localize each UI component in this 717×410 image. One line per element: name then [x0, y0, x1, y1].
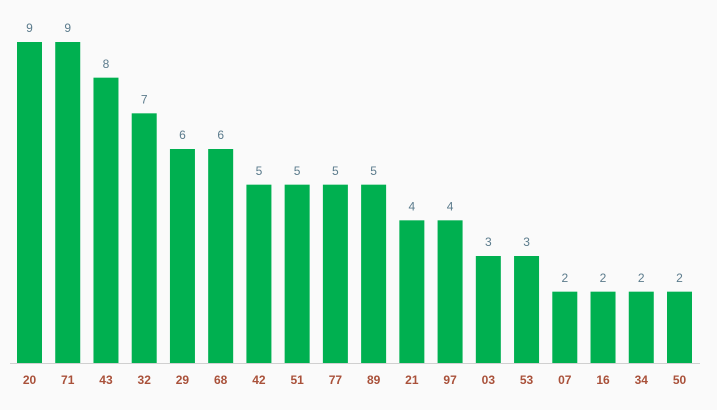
value-label: 6 [217, 128, 224, 142]
bar [246, 184, 272, 363]
value-label: 5 [256, 164, 263, 178]
bar [590, 291, 616, 363]
value-label: 7 [141, 93, 148, 107]
value-label: 9 [26, 21, 33, 35]
bar [55, 42, 81, 363]
x-tick-label: 20 [23, 373, 37, 387]
x-tick-label: 07 [558, 373, 572, 387]
bar [93, 77, 119, 364]
bar [208, 149, 234, 363]
bar [169, 149, 195, 363]
value-label: 3 [485, 235, 492, 249]
bar [322, 184, 348, 363]
x-tick-label: 03 [482, 373, 496, 387]
bar [475, 256, 501, 363]
value-label: 5 [294, 164, 301, 178]
bar [667, 291, 692, 363]
bar [514, 256, 540, 363]
bar [284, 184, 310, 363]
x-tick-label: 51 [290, 373, 304, 387]
x-tick-label: 43 [99, 373, 113, 387]
x-tick-label: 50 [673, 373, 687, 387]
bar [131, 113, 157, 363]
bar [552, 291, 578, 363]
bar [628, 291, 654, 363]
x-tick-label: 68 [214, 373, 228, 387]
x-tick-label: 71 [61, 373, 75, 387]
bar [399, 220, 425, 363]
x-tick-label: 77 [329, 373, 343, 387]
value-label: 2 [638, 271, 645, 285]
x-tick-label: 29 [176, 373, 190, 387]
value-label: 9 [64, 21, 71, 35]
value-label: 2 [561, 271, 568, 285]
x-tick-label: 42 [252, 373, 266, 387]
x-tick-label: 16 [596, 373, 610, 387]
value-label: 5 [370, 164, 377, 178]
value-label: 8 [103, 57, 110, 71]
x-tick-label: 32 [138, 373, 152, 387]
x-tick-label: 53 [520, 373, 534, 387]
x-tick-label: 21 [405, 373, 419, 387]
x-tick-label: 34 [635, 373, 649, 387]
value-label: 4 [447, 200, 454, 214]
x-tick-label: 89 [367, 373, 381, 387]
value-label: 2 [676, 271, 683, 285]
value-label: 4 [409, 200, 416, 214]
x-tick-label: 97 [443, 373, 457, 387]
value-label: 5 [332, 164, 339, 178]
bar [361, 184, 387, 363]
bar [437, 220, 463, 363]
value-label: 2 [600, 271, 607, 285]
value-label: 3 [523, 235, 530, 249]
bar [17, 42, 42, 363]
value-label: 6 [179, 128, 186, 142]
